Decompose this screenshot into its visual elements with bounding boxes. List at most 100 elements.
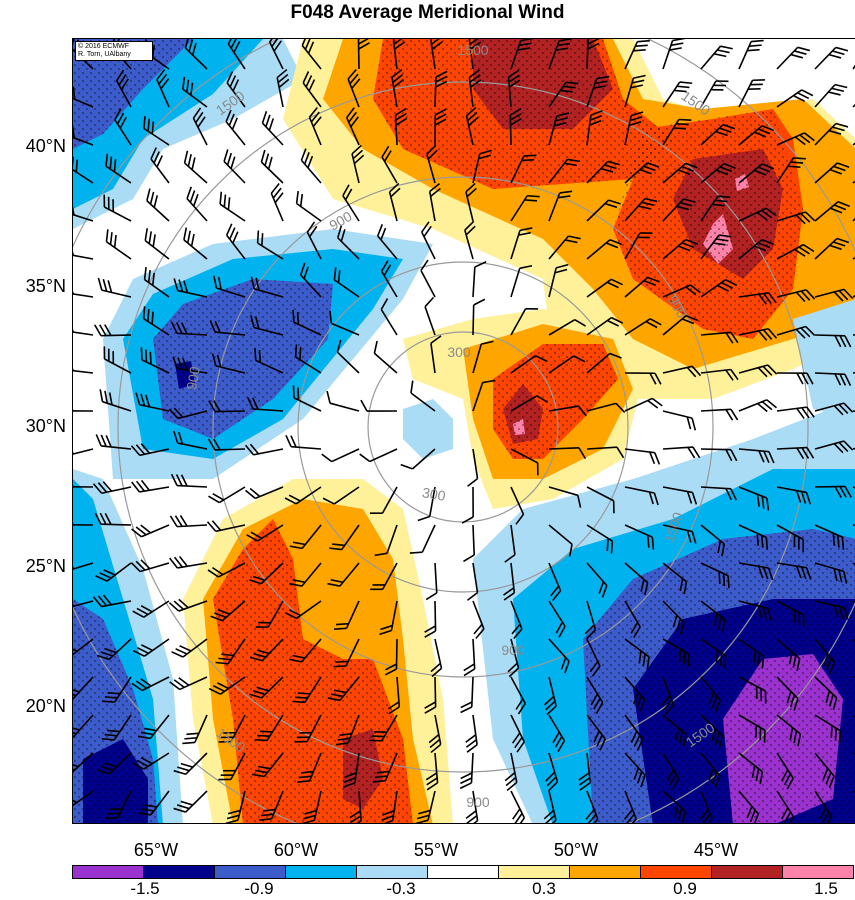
barb-shaft xyxy=(257,524,284,542)
barb-shaft xyxy=(738,562,769,569)
barb-shaft xyxy=(373,352,398,374)
wind-barb xyxy=(814,485,852,498)
wind-barb xyxy=(173,430,208,450)
barb-flag xyxy=(184,737,197,740)
barb-flag xyxy=(75,159,79,173)
barb-flag xyxy=(168,602,180,612)
wind-barb xyxy=(415,790,436,823)
barb-shaft xyxy=(472,343,482,374)
barb-flag xyxy=(227,39,235,45)
wind-barb xyxy=(814,676,838,711)
barb-flag xyxy=(557,42,570,47)
barb-flag xyxy=(349,815,362,823)
barb-flag xyxy=(292,541,306,546)
barb-flag xyxy=(149,351,152,365)
barb-flag xyxy=(225,109,232,122)
wind-barb xyxy=(460,676,474,714)
barb-flag xyxy=(307,155,314,169)
wind-barb xyxy=(624,638,650,670)
barb-shaft xyxy=(662,119,680,146)
barb-flag xyxy=(783,811,792,823)
barb-flag xyxy=(692,446,701,459)
barb-flag xyxy=(140,524,152,534)
barb-flag xyxy=(641,201,655,206)
barb-flag xyxy=(135,526,147,536)
barb-shaft xyxy=(381,486,398,514)
stipple-region xyxy=(493,344,618,459)
barb-flag xyxy=(223,149,229,162)
barb-shaft xyxy=(738,676,766,692)
wind-barb xyxy=(464,220,476,260)
barb-flag xyxy=(473,623,483,635)
barb-flag xyxy=(832,533,836,546)
barb-flag xyxy=(642,653,646,667)
barb-flag xyxy=(73,320,74,333)
barb-flag xyxy=(218,657,231,661)
wind-barb xyxy=(738,39,764,70)
barb-flag xyxy=(600,167,614,173)
barb-flag xyxy=(213,275,218,289)
barb-flag xyxy=(654,372,662,385)
barb-shaft xyxy=(624,562,649,584)
wind-barb xyxy=(548,39,572,70)
barb-flag xyxy=(289,658,302,663)
barb-shaft xyxy=(548,355,575,374)
wind-barb xyxy=(285,434,322,450)
barb-flag xyxy=(713,53,727,58)
barb-flag xyxy=(299,347,302,360)
wind-barb xyxy=(465,714,478,753)
wind-barb xyxy=(146,188,170,222)
barb-flag xyxy=(470,41,482,50)
barb-flag xyxy=(790,161,804,164)
barb-flag xyxy=(473,298,486,306)
wind-barb xyxy=(156,69,170,108)
barb-flag xyxy=(136,607,149,616)
barb-flag xyxy=(107,729,120,733)
barb-flag xyxy=(463,554,475,563)
wind-barb xyxy=(814,752,835,789)
barb-flag xyxy=(838,290,849,301)
barb-flag xyxy=(793,94,806,103)
barb-flag xyxy=(173,556,183,568)
colorbar-label-1: -1.5 xyxy=(130,879,160,898)
barb-flag xyxy=(474,261,487,268)
barb-flag xyxy=(109,808,123,811)
barb-flag xyxy=(606,538,609,551)
barb-flag xyxy=(671,778,680,790)
barb-flag xyxy=(312,116,322,128)
barb-flag xyxy=(595,702,604,714)
wind-barb xyxy=(380,260,398,298)
barb-flag xyxy=(256,686,269,692)
barb-flag xyxy=(766,399,778,409)
barb-flag xyxy=(637,39,650,43)
barb-shaft xyxy=(100,523,132,526)
barb-flag xyxy=(633,767,640,780)
barb-flag xyxy=(308,79,316,92)
barb-flag xyxy=(333,689,347,694)
wind-barb xyxy=(738,399,778,413)
wind-barb xyxy=(206,520,246,533)
barb-flag xyxy=(674,804,679,817)
barb-flag xyxy=(679,201,693,207)
wind-barb xyxy=(170,473,208,488)
wind-barb xyxy=(379,600,398,636)
barb-flag xyxy=(679,578,684,592)
barb-flag xyxy=(308,107,318,118)
barb-flag xyxy=(669,773,677,786)
barb-shaft xyxy=(345,638,360,667)
barb-flag xyxy=(252,689,266,696)
barb-flag xyxy=(844,486,852,498)
wind-barb xyxy=(624,111,644,146)
wind-barb xyxy=(738,125,775,146)
wind-barb xyxy=(425,562,438,601)
wind-barb xyxy=(738,238,774,260)
barb-flag xyxy=(465,182,476,193)
barb-flag xyxy=(295,696,308,699)
barb-flag xyxy=(608,199,621,205)
barb-shaft xyxy=(472,304,475,336)
barb-flag xyxy=(261,813,274,817)
barb-flag xyxy=(208,400,216,412)
wind-barb xyxy=(472,261,487,298)
barb-flag xyxy=(385,663,397,671)
barb-shaft xyxy=(185,790,208,813)
